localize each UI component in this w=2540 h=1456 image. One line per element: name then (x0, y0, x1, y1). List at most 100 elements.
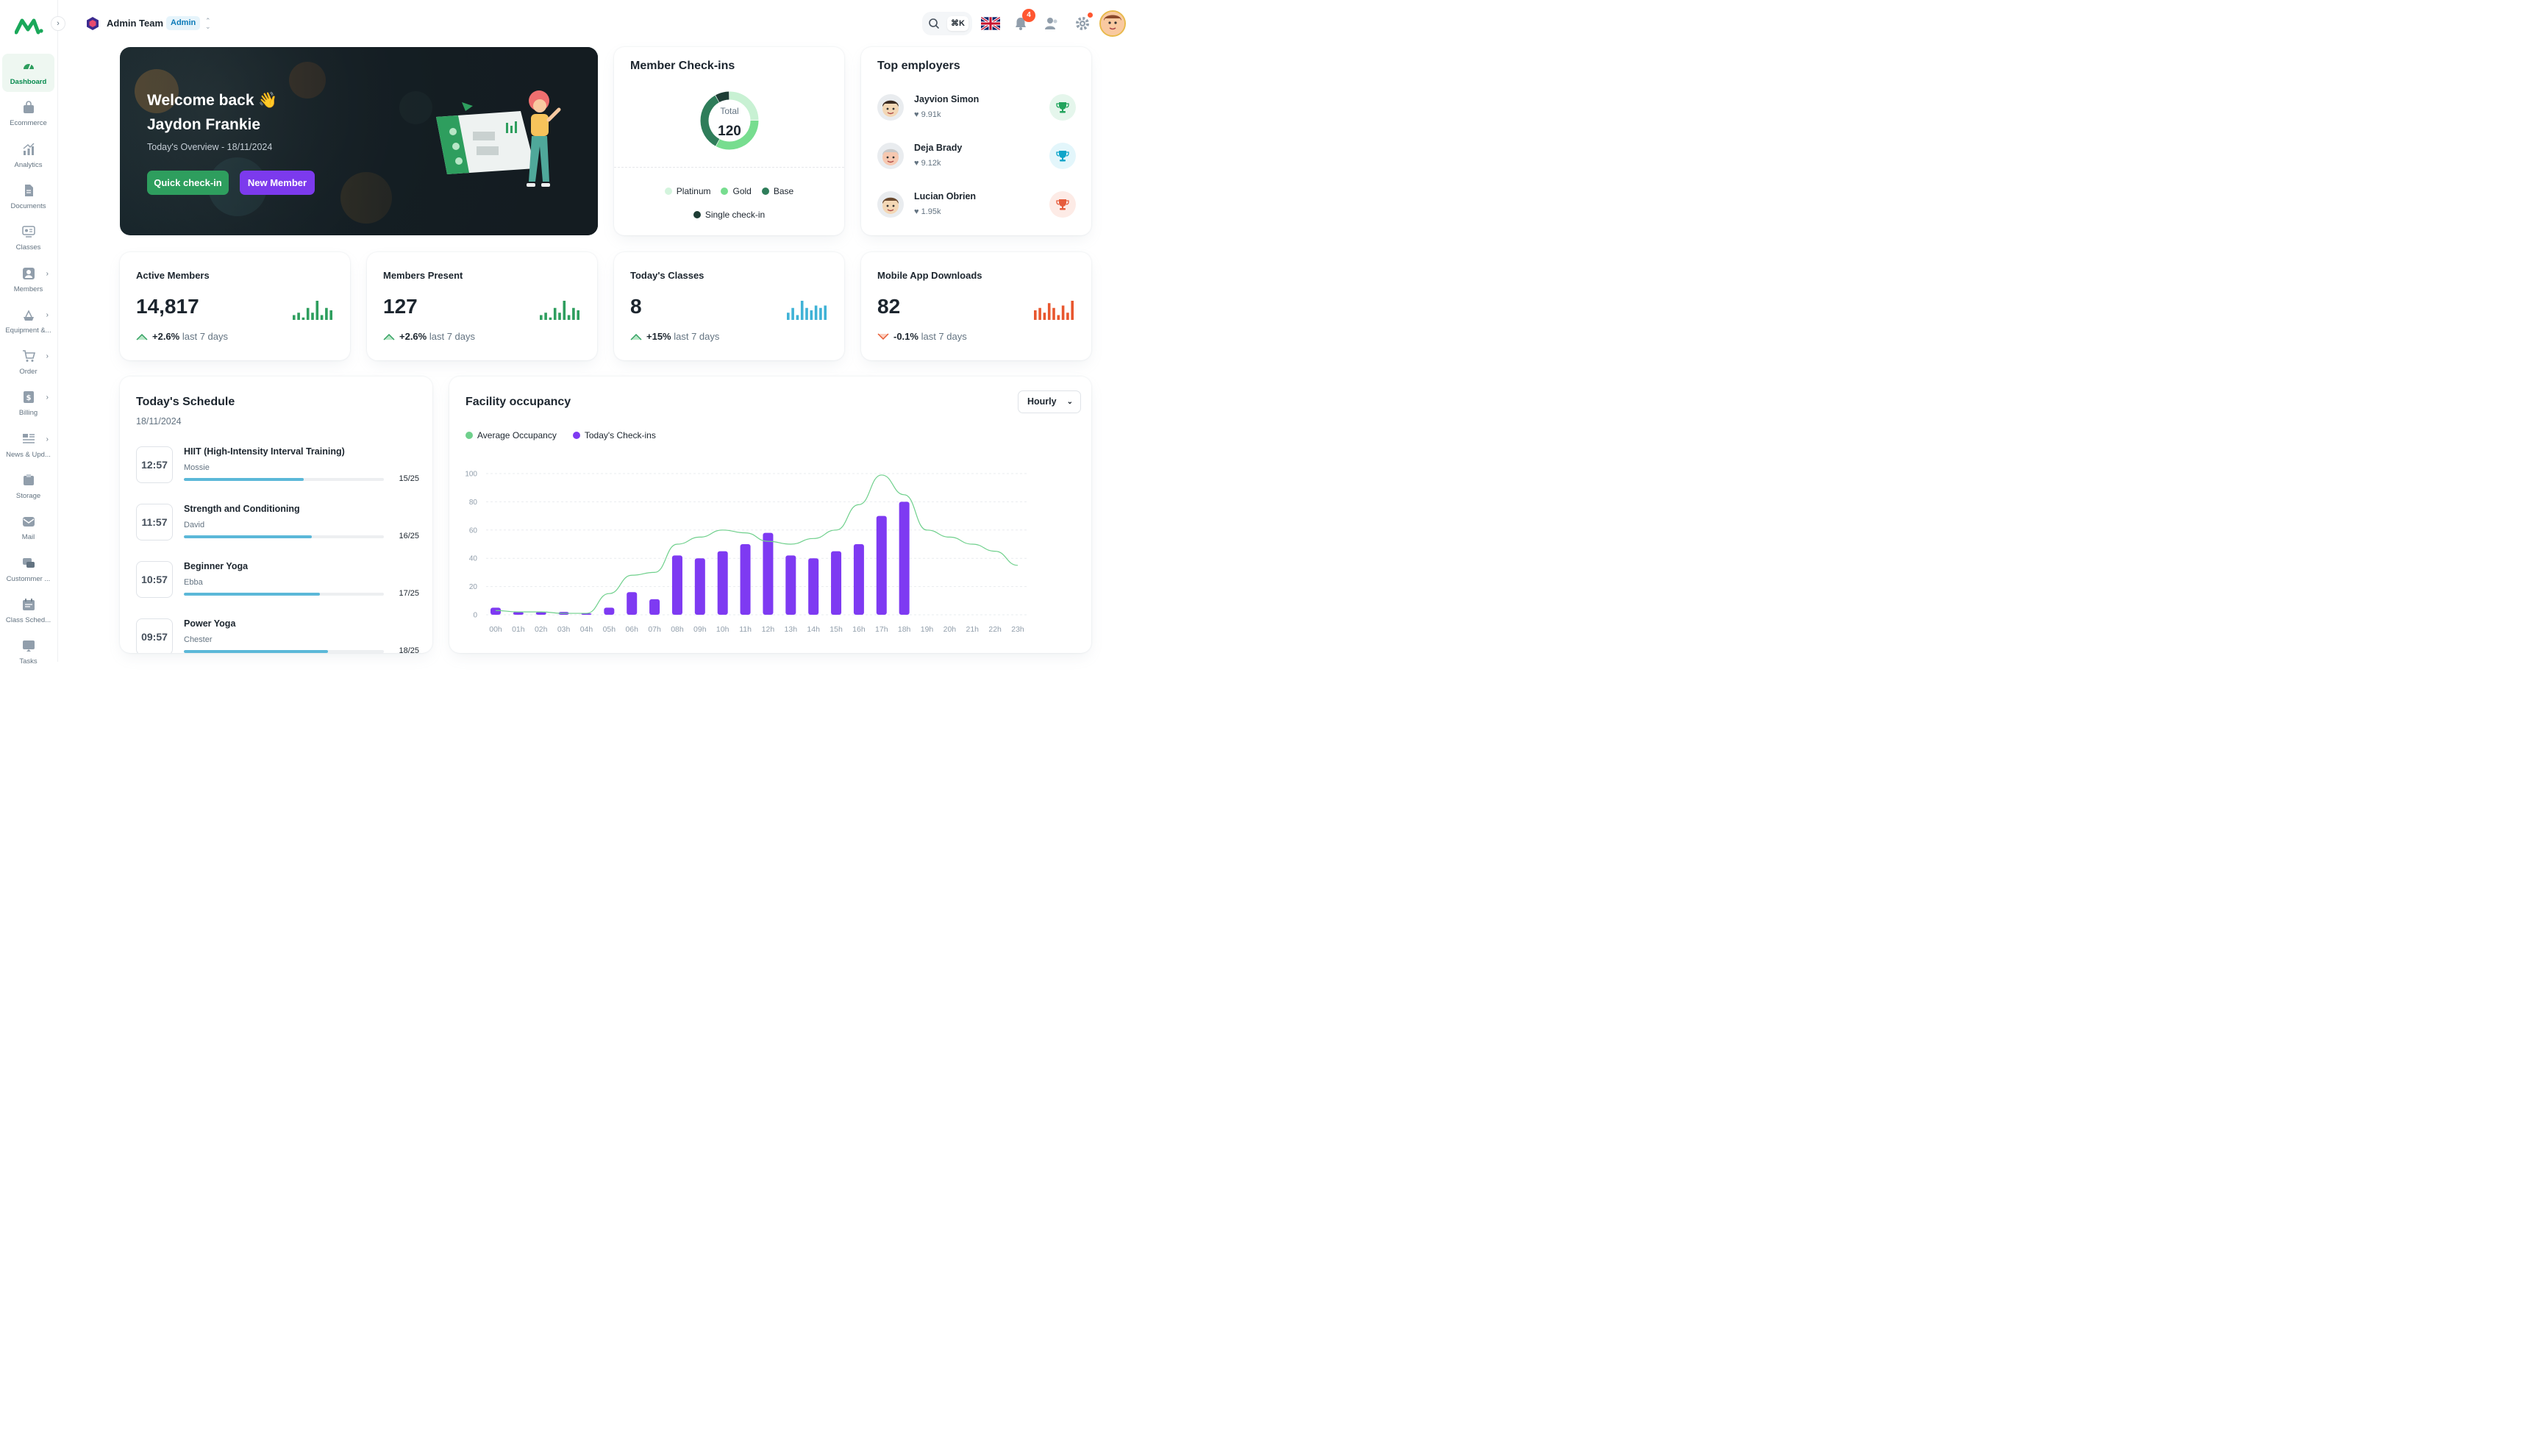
user-avatar[interactable] (1099, 10, 1126, 37)
team-name[interactable]: Admin Team (107, 18, 164, 29)
sidebar-item-billing[interactable]: $ Billing › (2, 385, 54, 423)
period-select-value: Hourly (1027, 396, 1057, 407)
chevron-right-icon: › (46, 393, 49, 402)
sidebar-item-dashboard[interactable]: Dashboard (2, 54, 54, 92)
sidebar-item-members[interactable]: Members › (2, 261, 54, 299)
equipment-icon (22, 308, 35, 321)
stat-trend: +15% last 7 days (630, 331, 719, 343)
x-tick-label: 20h (943, 625, 957, 634)
employer-name: Deja Brady (914, 143, 963, 153)
sidebar-item-classes[interactable]: Classes (2, 219, 54, 257)
checkins-bar (808, 558, 819, 615)
trophy-badge (1049, 143, 1076, 169)
quick-checkin-button[interactable]: Quick check-in (147, 171, 229, 195)
user-icon (22, 267, 35, 280)
checkins-divider (614, 167, 844, 168)
legend-label: Single check-in (704, 210, 766, 220)
stat-sparkline (293, 301, 332, 320)
x-tick-label: 14h (807, 625, 820, 634)
sidebar-item-tasks[interactable]: Tasks (2, 633, 54, 671)
logo-icon[interactable] (15, 16, 44, 35)
checkins-title: Member Check-ins (630, 60, 735, 72)
employer-row[interactable]: Deja Brady ♥ 9.12k (877, 143, 1076, 172)
sidebar-item-storage[interactable]: Storage (2, 468, 54, 506)
schedule-class-name: Strength and Conditioning (184, 504, 300, 514)
schedule-class-name: HIIT (High-Intensity Interval Training) (184, 446, 345, 457)
x-tick-label: 04h (580, 625, 593, 634)
y-tick-label: 80 (469, 499, 478, 507)
donut-segment-platinum (729, 91, 759, 121)
checkins-bar (604, 607, 615, 615)
spark-bar (544, 313, 547, 320)
trend-down-icon (877, 332, 889, 343)
sidebar-item-ecommerce[interactable]: Ecommerce (2, 95, 54, 133)
schedule-capacity: 18/25 (399, 646, 419, 653)
x-tick-label: 11h (739, 625, 752, 634)
x-tick-label: 15h (830, 625, 843, 634)
avatar-face-icon (1101, 12, 1124, 35)
occupancy-legend-today-s-check-ins: Today's Check-ins (572, 429, 656, 442)
schedule-item[interactable]: 12:57 HIIT (High-Intensity Interval Train… (136, 446, 419, 488)
team-logo-icon (87, 17, 99, 30)
billing-icon: $ (22, 390, 35, 404)
x-tick-label: 00h (489, 625, 502, 634)
team-role-badge: Admin (166, 16, 201, 30)
legend-dot (761, 188, 769, 195)
uk-flag-icon[interactable] (981, 16, 1000, 31)
bell-icon[interactable] (1013, 16, 1028, 31)
sidebar-item-label: Dashboard (10, 78, 47, 86)
bag-icon (22, 101, 35, 114)
spark-bar (1034, 310, 1037, 320)
schedule-item[interactable]: 10:57 Beginner Yoga Ebba 17/25 (136, 561, 419, 602)
chevron-right-icon: › (57, 19, 60, 28)
settings-gear-icon[interactable] (1075, 16, 1090, 31)
sidebar-item-label: Custommer ... (6, 574, 51, 583)
welcome-banner: Welcome back 👋 Jaydon Frankie Today's Ov… (120, 47, 598, 235)
sidebar-item-label: Equipment &... (5, 326, 51, 335)
schedule-item[interactable]: 11:57 Strength and Conditioning David 16/25 (136, 504, 419, 545)
employer-row[interactable]: Lucian Obrien ♥ 1.95k (877, 191, 1076, 221)
stat-title: Members Present (383, 270, 463, 281)
schedule-date: 18/11/2024 (136, 416, 182, 427)
legend-label: Base (773, 186, 794, 196)
legend-dot (721, 188, 729, 195)
chevron-right-icon: › (46, 435, 49, 443)
sidebar-collapse-button[interactable]: › (51, 16, 65, 31)
sidebar-item-equipment[interactable]: Equipment &... › (2, 302, 54, 340)
occupancy-legend: Average Occupancy Today's Check-ins (465, 429, 656, 442)
spark-bar (814, 305, 818, 320)
schedule-class-name: Beginner Yoga (184, 561, 249, 571)
legend-label: Average Occupancy (477, 430, 557, 440)
sidebar-item-label: Storage (15, 492, 41, 500)
stat-trend: +2.6% last 7 days (383, 331, 475, 343)
sidebar-item-news-upd[interactable]: News & Upd... › (2, 427, 54, 465)
spark-bar (1061, 305, 1065, 320)
legend-dot (664, 188, 672, 195)
sidebar-item-documents[interactable]: Documents (2, 178, 54, 216)
new-member-button[interactable]: New Member (240, 171, 315, 195)
legend-label: Today's Check-ins (584, 430, 656, 440)
team-switch-icon[interactable]: ⌃ ⌄ (205, 17, 211, 30)
employer-row[interactable]: Jayvion Simon ♥ 9.91k (877, 94, 1076, 124)
contacts-icon[interactable] (1044, 16, 1059, 31)
trend-value: -0.1% (893, 331, 918, 342)
schedule-item[interactable]: 09:57 Power Yoga Chester 18/25 (136, 618, 419, 653)
x-tick-label: 22h (988, 625, 1002, 634)
sidebar-item-mail[interactable]: Mail (2, 509, 54, 547)
mail-icon (22, 515, 35, 528)
stat-card-mobile-app-downloads: Mobile App Downloads 82 -0.1% last 7 days (861, 252, 1091, 360)
employer-avatar (877, 143, 904, 169)
sidebar-item-label: Class Sched... (5, 615, 51, 624)
x-tick-label: 19h (921, 625, 934, 634)
sidebar-item-order[interactable]: Order › (2, 343, 54, 382)
cart-icon (22, 349, 35, 363)
spark-bar (1052, 307, 1055, 320)
sidebar-item-analytics[interactable]: Analytics (2, 137, 54, 175)
sidebar-item-custommer[interactable]: Custommer ... (2, 551, 54, 589)
checkins-bar (785, 555, 796, 615)
sidebar-item-class-sched[interactable]: Class Sched... (2, 592, 54, 630)
period-select[interactable]: Hourly ⌄ (1018, 390, 1081, 413)
checkins-donut-chart (700, 91, 759, 150)
document-icon (22, 184, 35, 197)
employer-name: Jayvion Simon (914, 94, 980, 104)
